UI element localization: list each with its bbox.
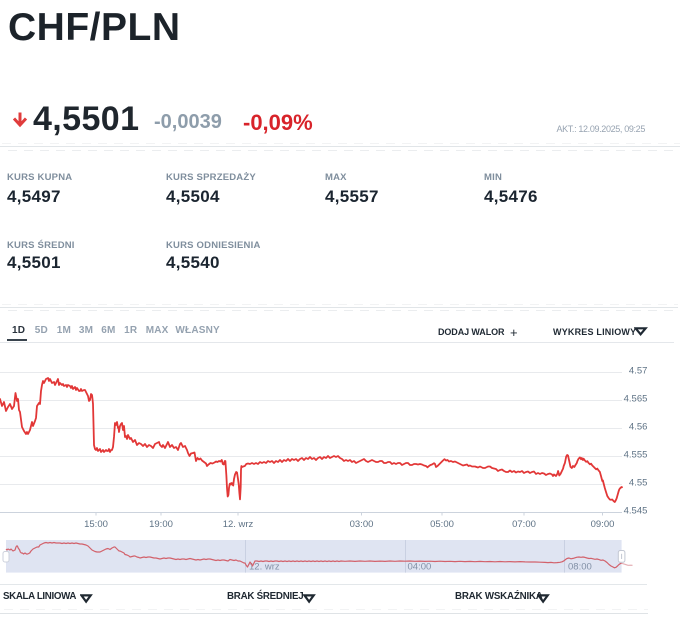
- svg-text:12. wrz: 12. wrz: [223, 519, 254, 530]
- svg-text:4.56: 4.56: [629, 422, 648, 433]
- svg-text:4.555: 4.555: [624, 450, 648, 461]
- svg-text:12. wrz: 12. wrz: [249, 562, 280, 573]
- svg-text:4.545: 4.545: [624, 506, 648, 517]
- svg-text:4.565: 4.565: [624, 394, 648, 405]
- svg-text:19:00: 19:00: [149, 519, 173, 530]
- svg-text:15:00: 15:00: [84, 519, 108, 530]
- svg-text:09:00: 09:00: [591, 519, 615, 530]
- svg-text:08:00: 08:00: [568, 562, 592, 573]
- svg-text:4.57: 4.57: [629, 366, 648, 377]
- svg-text:05:00: 05:00: [430, 519, 454, 530]
- svg-text:4.55: 4.55: [629, 478, 648, 489]
- svg-text:04:00: 04:00: [408, 562, 432, 573]
- svg-text:07:00: 07:00: [512, 519, 536, 530]
- svg-text:03:00: 03:00: [350, 519, 374, 530]
